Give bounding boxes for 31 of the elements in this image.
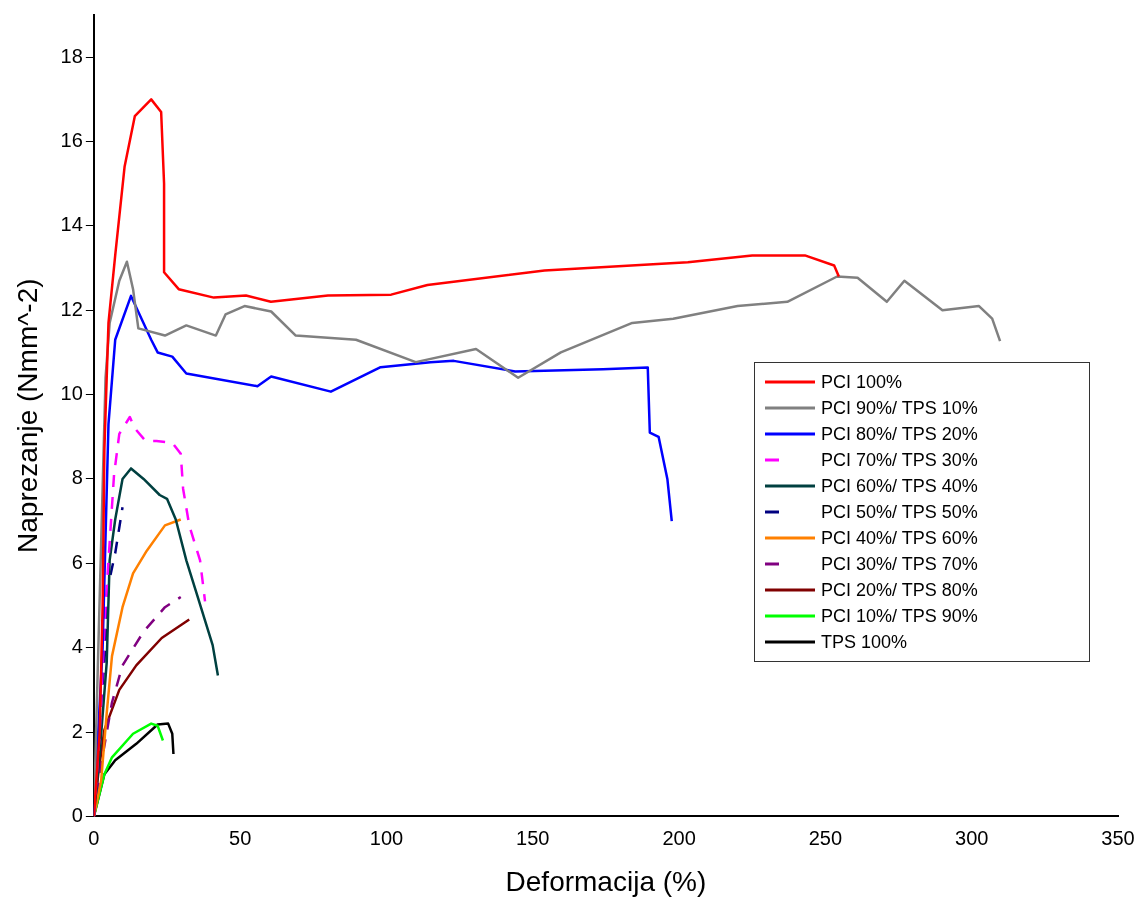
y-tick-label: 12 [60,297,83,320]
legend-label: TPS 100% [821,631,908,653]
x-tick-label: 100 [369,826,404,849]
y-tick-label: 0 [71,803,83,826]
legend-label: PCI 80%/ TPS 20% [821,423,978,445]
x-tick-label: 300 [955,826,989,849]
x-tick-label: 250 [808,826,843,849]
y-tick-label: 16 [60,129,83,152]
legend-label: PCI 60%/ TPS 40% [821,475,978,497]
legend-label: PCI 20%/ TPS 80% [821,579,978,601]
x-axis-title: Deformacija (%) [505,865,707,897]
legend-label: PCI 50%/ TPS 50% [821,501,978,523]
y-tick-label: 10 [60,382,83,405]
x-tick-label: 150 [516,826,550,849]
y-tick-label: 4 [71,635,83,658]
x-tick-label: 50 [229,826,252,849]
x-tick-label: 200 [662,826,696,849]
legend-label: PCI 30%/ TPS 70% [821,553,978,575]
y-tick-label: 14 [60,213,83,236]
y-tick-label: 6 [71,550,83,573]
legend-label: PCI 90%/ TPS 10% [821,397,978,419]
y-axis-title: Naprezanje (Nmm^-2) [11,278,43,553]
legend-label: PCI 70%/ TPS 30% [821,449,978,471]
legend-label: PCI 10%/ TPS 90% [821,605,978,627]
legend-label: PCI 40%/ TPS 60% [821,527,978,549]
y-tick-label: 18 [60,44,83,67]
x-tick-label: 350 [1101,826,1135,849]
legend-label: PCI 100% [821,371,903,393]
y-tick-label: 2 [71,719,83,742]
y-tick-label: 8 [71,466,83,489]
x-tick-label: 0 [88,826,100,849]
